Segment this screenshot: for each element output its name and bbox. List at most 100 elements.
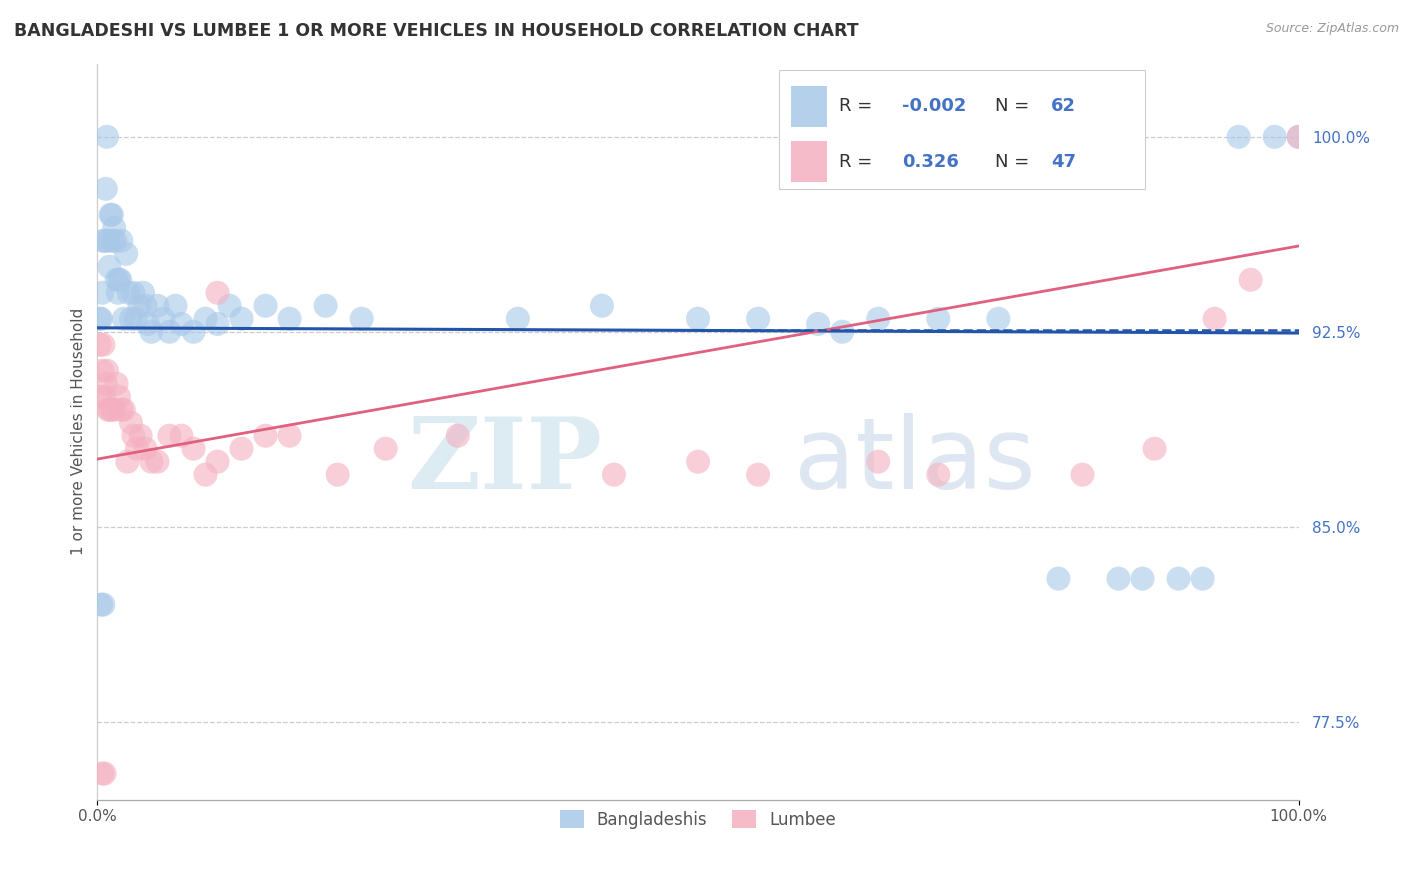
Point (90, 390, 112, 404)
Point (603, 467, 626, 482)
Bar (790, 87, 827, 127)
Point (350, 311, 373, 326)
Text: ZIP: ZIP (408, 413, 602, 509)
Point (93, 337, 115, 351)
Point (108, 273, 131, 287)
Point (1240, 273, 1263, 287)
Point (89, 311, 111, 326)
Point (686, 311, 709, 326)
Point (108, 390, 131, 404)
Point (136, 317, 159, 331)
Point (831, 325, 853, 339)
Point (231, 442, 253, 456)
Point (103, 402, 125, 417)
FancyBboxPatch shape (779, 70, 1144, 189)
Point (93, 390, 115, 404)
Point (165, 299, 187, 313)
Point (132, 285, 155, 300)
Y-axis label: 1 or more Vehicles in Household: 1 or more Vehicles in Household (72, 308, 86, 556)
Point (105, 273, 128, 287)
Text: R =: R = (838, 153, 877, 171)
Point (94, 376, 117, 391)
Point (93, 234, 115, 248)
Point (506, 311, 529, 326)
Point (129, 428, 152, 442)
Point (97, 234, 120, 248)
Point (96, 129, 118, 144)
Point (278, 428, 301, 442)
Point (91, 364, 114, 378)
Bar (790, 141, 827, 182)
Point (146, 299, 169, 313)
Point (146, 455, 169, 469)
Point (183, 325, 205, 339)
Point (927, 467, 949, 482)
Point (134, 442, 156, 456)
Point (125, 311, 148, 326)
Point (115, 246, 138, 260)
Point (218, 299, 240, 313)
Point (91, 285, 114, 300)
Point (207, 455, 229, 469)
Point (1167, 572, 1189, 586)
Point (254, 299, 277, 313)
Point (117, 455, 139, 469)
Point (93, 598, 115, 612)
Point (110, 402, 132, 417)
Point (100, 402, 122, 417)
Point (159, 428, 181, 442)
Point (254, 428, 277, 442)
Point (1288, 129, 1310, 144)
Point (104, 234, 127, 248)
Point (89, 337, 111, 351)
Point (117, 285, 139, 300)
Point (122, 428, 145, 442)
Text: Source: ZipAtlas.com: Source: ZipAtlas.com (1265, 22, 1399, 36)
Point (112, 311, 135, 326)
Point (1288, 129, 1310, 144)
Point (1227, 129, 1250, 144)
Point (591, 299, 613, 313)
Point (1204, 311, 1226, 326)
Point (94, 182, 117, 196)
Point (278, 311, 301, 326)
Point (91, 766, 114, 780)
Point (207, 285, 229, 300)
Legend: Bangladeshis, Lumbee: Bangladeshis, Lumbee (554, 804, 842, 835)
Text: BANGLADESHI VS LUMBEE 1 OR MORE VEHICLES IN HOUSEHOLD CORRELATION CHART: BANGLADESHI VS LUMBEE 1 OR MORE VEHICLES… (14, 22, 859, 40)
Point (159, 325, 181, 339)
Point (374, 442, 396, 456)
Point (747, 467, 769, 482)
Point (122, 285, 145, 300)
Text: -0.002: -0.002 (903, 97, 967, 115)
Point (96, 364, 118, 378)
Point (90, 311, 112, 326)
Point (868, 311, 890, 326)
Text: 62: 62 (1052, 97, 1076, 115)
Point (927, 311, 949, 326)
Point (134, 299, 156, 313)
Point (93, 766, 115, 780)
Point (112, 402, 135, 417)
Point (98, 260, 121, 274)
Point (141, 455, 163, 469)
Point (125, 442, 148, 456)
Point (747, 311, 769, 326)
Point (1143, 442, 1166, 456)
Point (103, 220, 125, 235)
Point (170, 317, 193, 331)
Text: 0.326: 0.326 (903, 153, 959, 171)
Point (1132, 572, 1154, 586)
Point (1191, 572, 1213, 586)
Point (93, 234, 115, 248)
Point (231, 311, 253, 326)
Point (1264, 129, 1286, 144)
Point (90, 598, 112, 612)
Point (868, 455, 890, 469)
Point (1047, 572, 1070, 586)
Point (315, 299, 337, 313)
Point (141, 325, 163, 339)
Text: N =: N = (995, 97, 1035, 115)
Text: R =: R = (838, 97, 877, 115)
Point (120, 416, 142, 430)
